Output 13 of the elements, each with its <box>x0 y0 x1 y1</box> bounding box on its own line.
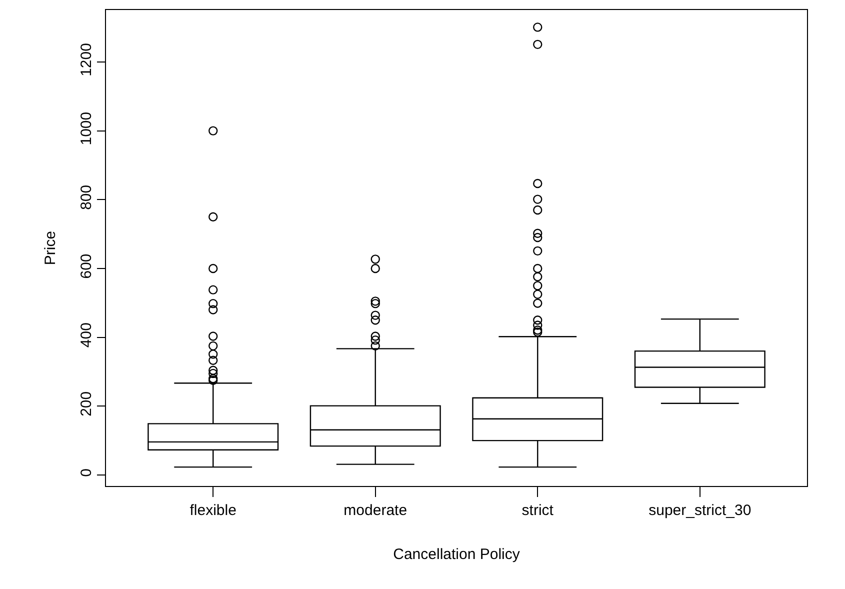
x-tick-label: flexible <box>190 502 236 520</box>
x-axis-title: Cancellation Policy <box>393 546 520 564</box>
y-tick-label: 800 <box>78 184 95 210</box>
y-tick-label: 400 <box>78 322 95 348</box>
y-axis-title: Price <box>42 230 60 266</box>
y-tick-label: 600 <box>78 254 95 279</box>
x-tick-label: super_strict_30 <box>648 502 752 520</box>
y-tick-label: 200 <box>78 391 95 416</box>
y-tick-label: 1200 <box>78 43 95 76</box>
x-tick-label: strict <box>522 502 554 520</box>
y-tick-label: 0 <box>78 468 95 477</box>
y-tick-label: 1000 <box>78 112 95 146</box>
x-tick-label: moderate <box>344 502 408 520</box>
